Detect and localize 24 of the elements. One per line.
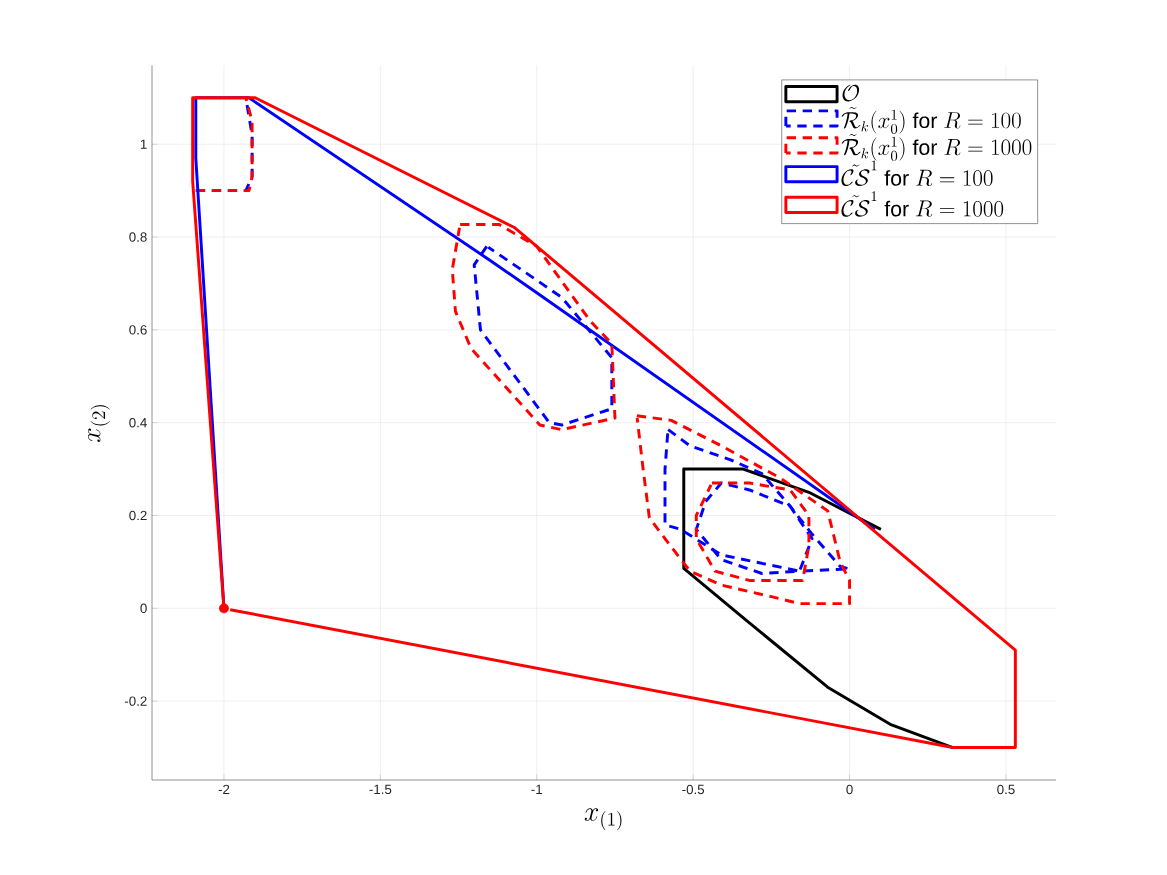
x-tick-label: 0 <box>846 784 853 795</box>
legend-label: $\tilde{\mathcal{C}\mathcal{S}}^1\ \mathrm{for}\ R=100$ <box>841 160 993 187</box>
legend-label: $\mathcal{O}$ <box>842 84 860 102</box>
x-tick-label: -1.5 <box>369 784 392 795</box>
x-tick-label: -2 <box>218 784 230 795</box>
y-tick-label: 0 <box>140 603 147 614</box>
legend-label: $\tilde{\mathcal{R}}_k(x_0^1)\ \mathrm{for}\ R=100$ <box>841 106 1021 134</box>
y-tick-label: 0.8 <box>129 232 147 242</box>
y-tick-label: 0.4 <box>129 417 147 428</box>
x-tick-label: -1 <box>531 784 543 794</box>
x-tick-label: 0.5 <box>997 784 1015 795</box>
x-axis-title: $x_{(1)}$ <box>584 808 622 831</box>
y-tick-label: -0.2 <box>124 696 147 706</box>
legend-label: $\tilde{\mathcal{R}}_k(x_0^1)\ \mathrm{for}\ R=1000$ <box>841 133 1032 161</box>
y-tick-label: 1 <box>140 139 147 149</box>
legend-label: $\tilde{\mathcal{C}\mathcal{S}}^1\ \mathrm{for}\ R=1000$ <box>841 191 1004 217</box>
line-series <box>682 467 955 749</box>
line-series <box>472 244 614 427</box>
y-axis-title: $x_{(2)}$ <box>87 405 110 442</box>
line-series <box>635 414 852 606</box>
y-tick-label: 0.6 <box>129 325 147 335</box>
y-tick-label: 0.2 <box>129 510 147 521</box>
line-series <box>450 223 617 432</box>
x-tick-label: -0.5 <box>682 784 705 795</box>
